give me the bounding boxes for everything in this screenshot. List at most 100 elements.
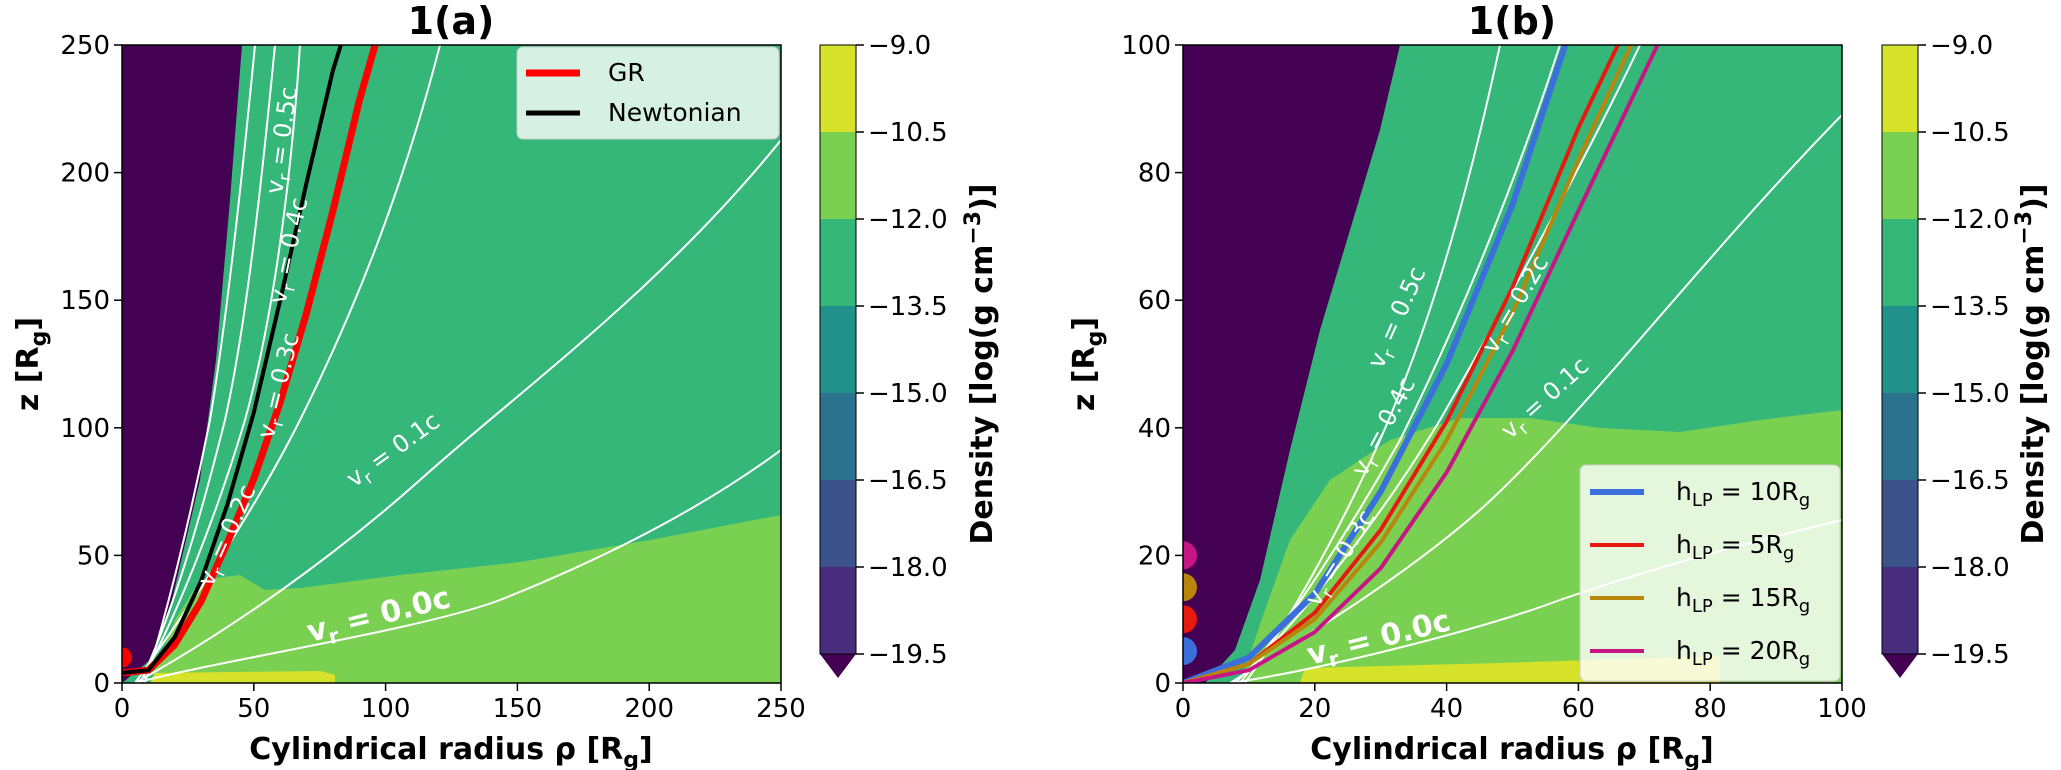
- panel-a-streamline-0: [122, 45, 379, 677]
- colorbar-a-tick-label: −10.5: [868, 118, 948, 148]
- colorbar-a-band: [820, 306, 856, 393]
- colorbar-b-tick-label: −15.0: [1930, 379, 2010, 409]
- panel-a-contour-line: [134, 139, 781, 683]
- colorbar-b-band: [1882, 393, 1918, 480]
- panel-b-legend-label-h10: hLP = 10Rg: [1676, 477, 1810, 511]
- colorbar-a-tick-label: −15.0: [868, 379, 948, 409]
- colorbar-a-bands: [819, 44, 857, 678]
- colorbar-a-band: [820, 45, 856, 132]
- colorbar-b-tick-label: −12.0: [1930, 205, 2010, 235]
- panel-b-ytick-label: 60: [1138, 286, 1171, 316]
- panel-a-velocity-contours: [134, 45, 781, 683]
- panel-a-xtick-label: 150: [493, 694, 543, 724]
- colorbar-a: −9.0−10.5−12.0−13.5−15.0−16.5−18.0−19.5 …: [819, 31, 1000, 678]
- panel-a-xlabel: Cylindrical radius ρ [Rg]: [249, 732, 652, 770]
- panel-a-ylabel: z [Rg]: [11, 317, 52, 411]
- colorbar-a-ticks: −9.0 −10.5 −12.0 −13.5 −15.0 −16.5 −18.0 −19.5: [856, 31, 948, 670]
- panel-b-xtick-label: 60: [1562, 694, 1595, 724]
- panel-b-launch-marker-3: [1183, 541, 1197, 570]
- panel-a-ytick-label: 250: [60, 31, 110, 61]
- colorbar-b-tick-label: −16.5: [1930, 466, 2010, 496]
- panel-a-contour-line: [139, 45, 276, 683]
- panel-b-streamline-2: [1183, 45, 1634, 683]
- panel-b-xlabel: Cylindrical radius ρ [Rg]: [1310, 732, 1713, 770]
- panel-b-ytick-label: 0: [1154, 669, 1171, 699]
- panel-b-ticks: 0 20 40 60 80 100 0 20 40 60 80 100: [1121, 31, 1866, 724]
- panel-a-contour-line: [134, 449, 781, 683]
- panel-b-legend-label-h5: hLP = 5Rg: [1676, 530, 1794, 564]
- panel-a-streamline-1: [122, 45, 343, 675]
- panel-a-ytick-label: 50: [77, 541, 110, 571]
- panel-b-xtick-label: 80: [1694, 694, 1727, 724]
- panel-b-ytick-label: 40: [1138, 414, 1171, 444]
- panel-b-launch-marker-0: [1183, 637, 1197, 666]
- panel-a-xtick-label: 250: [756, 694, 806, 724]
- panel-b-xtick-label: 40: [1430, 694, 1463, 724]
- colorbar-b-ticks: −9.0 −10.5 −12.0 −13.5 −15.0 −16.5 −18.0 −19.5: [1918, 31, 2010, 670]
- colorbar-b-label: Density [log(g cm−3)]: [2012, 183, 2051, 544]
- colorbar-b-bands: [1881, 44, 1919, 678]
- colorbar-b-tick-label: −13.5: [1930, 292, 2010, 322]
- colorbar-a-extend-arrow: [820, 654, 856, 678]
- panel-b-launch-marker-1: [1183, 605, 1197, 634]
- panel-b-ytick-label: 80: [1138, 159, 1171, 189]
- panel-b-xtick-label: 100: [1817, 694, 1867, 724]
- colorbar-b-band: [1882, 306, 1918, 393]
- panel-b-launch-marker-2: [1183, 573, 1197, 602]
- colorbar-b-band: [1882, 480, 1918, 567]
- panel-a-xtick-label: 100: [361, 694, 411, 724]
- panel-b-ylabel: z [Rg]: [1067, 317, 1108, 411]
- colorbar-a-tick-label: −16.5: [868, 466, 948, 496]
- panel-a: 1(a) vr = 0.0c vr = 0.1c vr = 0.2c vr = …: [11, 0, 806, 770]
- panel-b-legend-label-h20: hLP = 20Rg: [1676, 636, 1810, 670]
- panel-a-legend: GR Newtonian: [516, 46, 780, 140]
- panel-b-contour-line: [1234, 45, 1641, 683]
- colorbar-a-band: [820, 219, 856, 306]
- colorbar-a-band: [820, 567, 856, 654]
- panel-a-yellow-region: [150, 671, 335, 683]
- panel-b-streamline-0: [1183, 45, 1569, 683]
- panel-a-axes-frame: [121, 44, 782, 684]
- colorbar-a-frame: [819, 44, 857, 655]
- panel-b-ytick-label: 100: [1121, 31, 1171, 61]
- colorbar-b-band: [1882, 132, 1918, 219]
- panel-a-xtick-label: 0: [114, 694, 131, 724]
- panel-b-title: 1(b): [1468, 0, 1556, 43]
- panel-b: 1(b) vr = 0.0c vr = 0.1c vr = 0.2c vr = …: [1067, 0, 1867, 770]
- colorbar-b-band: [1882, 45, 1918, 132]
- panel-a-ytick-label: 0: [93, 669, 110, 699]
- colorbar-a-label: Density [log(g cm−3)]: [961, 183, 1000, 544]
- colorbar-b-tick-label: −10.5: [1930, 118, 2010, 148]
- panel-a-ytick-label: 150: [60, 286, 110, 316]
- colorbar-b-tick-label: −19.5: [1930, 640, 2010, 670]
- panel-b-launch-markers: [1183, 541, 1197, 666]
- panel-b-streamline-3: [1183, 45, 1660, 683]
- panel-a-lightgreen-region: [150, 515, 781, 683]
- panel-a-legend-label-gr: GR: [608, 58, 645, 87]
- panel-a-contour-line: [144, 45, 256, 683]
- panel-a-title: 1(a): [408, 0, 495, 43]
- panel-b-purple-region: [1183, 45, 1400, 683]
- colorbar-b-tick-label: −18.0: [1930, 553, 2010, 583]
- panel-a-ticks: 0 50 100 150 200 250 0 50 100 150 200 250: [60, 31, 805, 724]
- colorbar-b-tick-label: −9.0: [1930, 31, 1993, 61]
- colorbar-a-tick-label: −19.5: [868, 640, 948, 670]
- panel-a-xtick-label: 50: [237, 694, 270, 724]
- panel-a-legend-label-newtonian: Newtonian: [608, 98, 742, 127]
- colorbar-a-tick-label: −13.5: [868, 292, 948, 322]
- colorbar-a-band: [820, 480, 856, 567]
- panel-a-legend-box: [516, 46, 780, 140]
- colorbar-a-tick-label: −18.0: [868, 553, 948, 583]
- panel-a-launch-marker: [122, 647, 132, 668]
- panel-a-purple-region: [122, 45, 242, 683]
- panel-a-contour-line: [139, 45, 301, 683]
- panel-b-xtick-label: 20: [1298, 694, 1331, 724]
- panel-b-xtick-label: 0: [1175, 694, 1192, 724]
- colorbar-a-tick-label: −12.0: [868, 205, 948, 235]
- panel-a-ytick-label: 200: [60, 159, 110, 189]
- colorbar-b-band: [1882, 219, 1918, 306]
- panel-b-legend: hLP = 10Rg hLP = 5Rg hLP = 15Rg hLP = 20…: [1579, 464, 1841, 682]
- panel-b-contour-line: [1244, 45, 1501, 683]
- panel-a-streamlines: [122, 45, 379, 677]
